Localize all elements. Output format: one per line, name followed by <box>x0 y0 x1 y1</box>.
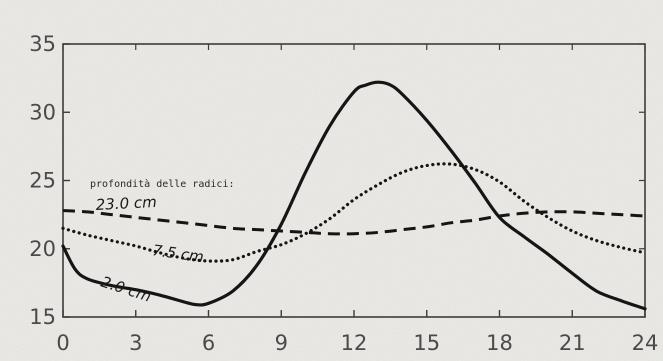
y-tick-label: 25 <box>29 169 56 193</box>
y-tick-label: 30 <box>29 100 56 124</box>
x-tick-label: 18 <box>486 331 513 355</box>
x-tick-label: 6 <box>202 331 215 355</box>
y-tick-label: 15 <box>29 305 56 329</box>
series-lines <box>61 80 647 311</box>
series-line-1 <box>61 162 647 263</box>
x-tick-label: 15 <box>413 331 440 355</box>
axis-tick-labels: 0 3 6 9 12 15 18 21 24 15 20 25 30 35 <box>29 32 658 355</box>
x-tick-label: 9 <box>275 331 288 355</box>
x-tick-label: 3 <box>129 331 142 355</box>
x-tick-label: 21 <box>559 331 586 355</box>
y-tick-label: 35 <box>29 32 56 56</box>
depth-annotation: profondità delle radici: <box>90 178 235 190</box>
series-line-0 <box>61 80 647 311</box>
x-tick-label: 0 <box>56 331 69 355</box>
x-tick-label: 12 <box>341 331 368 355</box>
series-line-2 <box>62 209 646 236</box>
series-label-23cm: 23.0 cm <box>95 193 157 214</box>
y-tick-label: 20 <box>29 237 56 261</box>
x-tick-label: 24 <box>632 331 659 355</box>
